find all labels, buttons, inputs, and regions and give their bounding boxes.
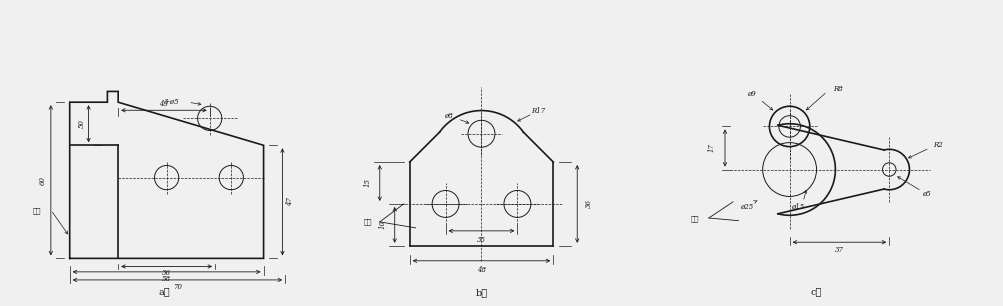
Text: ø25: ø25 [739,203,752,211]
Text: R17: R17 [531,107,545,115]
Text: 48: 48 [476,266,485,274]
Text: 70: 70 [173,283,182,291]
Text: 45: 45 [159,99,169,107]
Text: R8: R8 [832,85,843,93]
Text: 基准: 基准 [33,206,41,214]
Text: 36: 36 [161,269,171,277]
Text: 37: 37 [834,246,844,254]
Text: a）: a） [158,287,170,296]
Text: 58: 58 [161,274,171,282]
Text: ø8: ø8 [443,112,452,120]
Text: 60: 60 [39,176,47,185]
Text: b）: b） [475,288,487,297]
Text: 47: 47 [286,197,294,206]
Text: 50: 50 [78,119,85,128]
Text: 基准: 基准 [690,214,699,222]
Text: 10: 10 [378,220,386,230]
Text: c）: c） [810,287,821,296]
Text: 15: 15 [363,178,371,188]
Text: ø5: ø5 [922,190,931,198]
Text: 35: 35 [476,236,485,244]
Text: 基准: 基准 [363,218,372,226]
Text: R2: R2 [932,141,942,149]
Text: ø9: ø9 [747,90,755,98]
Text: ø15: ø15 [790,203,803,211]
Text: 36: 36 [585,200,593,208]
Text: 3-ø5: 3-ø5 [164,98,180,106]
Text: 17: 17 [707,144,715,152]
